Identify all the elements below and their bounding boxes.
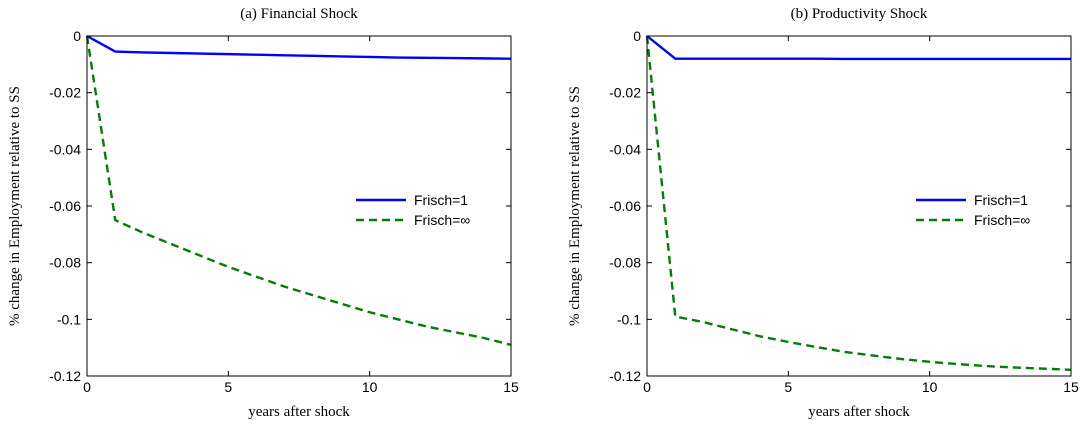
panel-financial-shock: (a) Financial Shock 0 5 10 15 0 -0.02 -0.04 -0.0… — [7, 6, 519, 420]
chart-title: (a) Financial Shock — [240, 6, 358, 22]
x-axis-label: years after shock — [808, 404, 910, 420]
y-tick-label: 0 — [633, 28, 641, 44]
series-line-frisch-1 — [86, 34, 512, 60]
x-tick-label: 5 — [784, 379, 792, 395]
x-tick-label: 0 — [83, 379, 91, 395]
y-tick-label: -0.04 — [609, 141, 641, 157]
x-tick-label: 5 — [224, 379, 232, 395]
legend: Frisch=1 Frisch=∞ — [356, 192, 470, 228]
series-line-frisch-1 — [646, 35, 1071, 61]
y-tick-label: -0.1 — [57, 311, 81, 327]
x-tick-label: 10 — [362, 379, 378, 395]
chart-title: (b) Productivity Shock — [791, 6, 928, 22]
panel-productivity-shock: (b) Productivity Shock 0 5 10 15 0 -0.02 -0.04 -… — [567, 6, 1079, 420]
series-line-frisch-infinity — [85, 35, 512, 346]
y-tick-label: -0.04 — [49, 141, 81, 157]
y-tick-label: -0.06 — [609, 198, 641, 214]
legend-label: Frisch=1 — [414, 192, 468, 208]
x-axis-label: years after shock — [248, 404, 350, 420]
plot-area — [87, 36, 511, 376]
y-tick-label: -0.12 — [49, 368, 81, 384]
x-tick-label: 0 — [643, 379, 651, 395]
y-tick-label: -0.08 — [609, 255, 641, 271]
legend: Frisch=1 Frisch=∞ — [916, 192, 1030, 228]
legend-label: Frisch=1 — [974, 192, 1028, 208]
y-axis-label: % change in Employment relative to SS — [7, 86, 23, 326]
series-line-frisch-infinity — [645, 35, 1072, 371]
y-tick-label: -0.12 — [609, 368, 641, 384]
series-group — [645, 35, 1072, 371]
series-group — [85, 34, 512, 346]
x-tick-label: 15 — [1063, 379, 1079, 395]
x-tick-label: 15 — [503, 379, 519, 395]
y-tick-label: -0.02 — [49, 85, 81, 101]
x-tick-label: 10 — [922, 379, 938, 395]
y-tick-label: 0 — [73, 28, 81, 44]
y-axis-label: % change in Employment relative to SS — [567, 86, 583, 326]
y-tick-label: -0.06 — [49, 198, 81, 214]
legend-label: Frisch=∞ — [414, 212, 470, 228]
legend-label: Frisch=∞ — [974, 212, 1030, 228]
y-tick-label: -0.02 — [609, 85, 641, 101]
y-tick-label: -0.08 — [49, 255, 81, 271]
plot-area — [647, 36, 1071, 376]
y-tick-label: -0.1 — [617, 311, 641, 327]
